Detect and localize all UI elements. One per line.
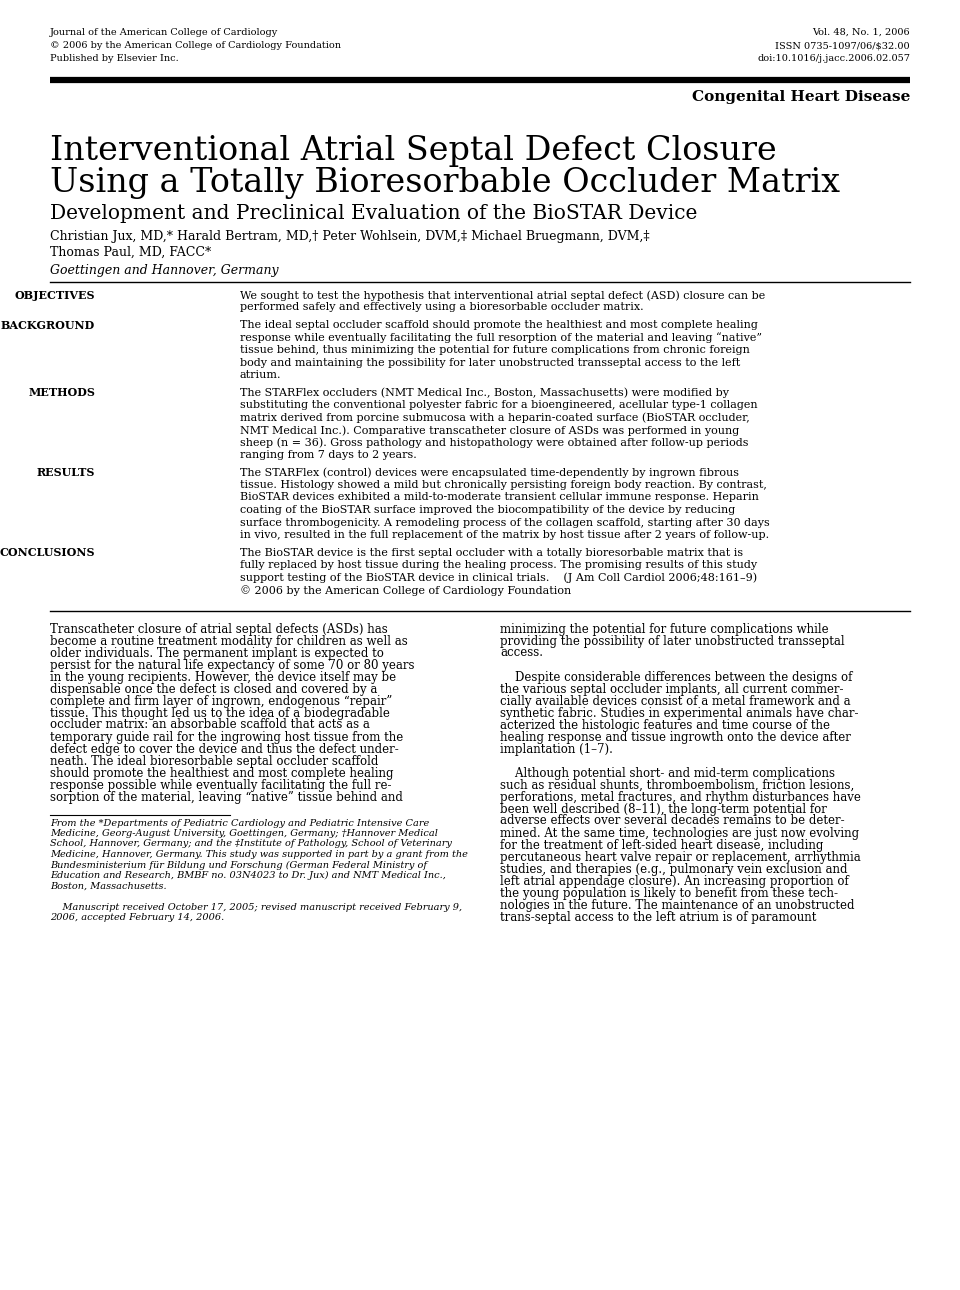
Text: From the *Departments of Pediatric Cardiology and Pediatric Intensive Care: From the *Departments of Pediatric Cardi… bbox=[50, 818, 429, 827]
Text: tissue. This thought led us to the idea of a biodegradable: tissue. This thought led us to the idea … bbox=[50, 707, 390, 720]
Text: healing response and tissue ingrowth onto the device after: healing response and tissue ingrowth ont… bbox=[500, 730, 851, 743]
Text: Despite considerable differences between the designs of: Despite considerable differences between… bbox=[500, 671, 852, 684]
Text: should promote the healthiest and most complete healing: should promote the healthiest and most c… bbox=[50, 766, 394, 779]
Text: The ideal septal occluder scaffold should promote the healthiest and most comple: The ideal septal occluder scaffold shoul… bbox=[240, 320, 757, 330]
Text: trans-septal access to the left atrium is of paramount: trans-septal access to the left atrium i… bbox=[500, 911, 816, 924]
Text: in vivo, resulted in the full replacement of the matrix by host tissue after 2 y: in vivo, resulted in the full replacemen… bbox=[240, 530, 769, 541]
Text: coating of the BioSTAR surface improved the biocompatibility of the device by re: coating of the BioSTAR surface improved … bbox=[240, 504, 735, 515]
Text: adverse effects over several decades remains to be deter-: adverse effects over several decades rem… bbox=[500, 814, 845, 827]
Text: Transcatheter closure of atrial septal defects (ASDs) has: Transcatheter closure of atrial septal d… bbox=[50, 623, 388, 636]
Text: left atrial appendage closure). An increasing proportion of: left atrial appendage closure). An incre… bbox=[500, 875, 849, 888]
Text: synthetic fabric. Studies in experimental animals have char-: synthetic fabric. Studies in experimenta… bbox=[500, 707, 858, 720]
Text: providing the possibility of later unobstructed transseptal: providing the possibility of later unobs… bbox=[500, 635, 845, 648]
Text: Thomas Paul, MD, FACC*: Thomas Paul, MD, FACC* bbox=[50, 246, 211, 259]
Text: © 2006 by the American College of Cardiology Foundation: © 2006 by the American College of Cardio… bbox=[50, 41, 341, 50]
Text: School, Hannover, Germany; and the ‡Institute of Pathology, School of Veterinary: School, Hannover, Germany; and the ‡Inst… bbox=[50, 840, 452, 849]
Text: Manuscript received October 17, 2005; revised manuscript received February 9,: Manuscript received October 17, 2005; re… bbox=[50, 903, 462, 912]
Text: support testing of the BioSTAR device in clinical trials.    (J Am Coll Cardiol : support testing of the BioSTAR device in… bbox=[240, 573, 757, 583]
Text: ranging from 7 days to 2 years.: ranging from 7 days to 2 years. bbox=[240, 450, 417, 461]
Text: Interventional Atrial Septal Defect Closure: Interventional Atrial Septal Defect Clos… bbox=[50, 135, 777, 166]
Text: substituting the conventional polyester fabric for a bioengineered, acellular ty: substituting the conventional polyester … bbox=[240, 400, 757, 410]
Text: The BioSTAR device is the first septal occluder with a totally bioresorbable mat: The BioSTAR device is the first septal o… bbox=[240, 547, 743, 557]
Text: performed safely and effectively using a bioresorbable occluder matrix.: performed safely and effectively using a… bbox=[240, 302, 643, 312]
Text: NMT Medical Inc.). Comparative transcatheter closure of ASDs was performed in yo: NMT Medical Inc.). Comparative transcath… bbox=[240, 424, 739, 436]
Text: cially available devices consist of a metal framework and a: cially available devices consist of a me… bbox=[500, 694, 851, 707]
Text: percutaneous heart valve repair or replacement, arrhythmia: percutaneous heart valve repair or repla… bbox=[500, 850, 861, 863]
Text: access.: access. bbox=[500, 646, 543, 659]
Text: BACKGROUND: BACKGROUND bbox=[1, 320, 95, 332]
Text: acterized the histologic features and time course of the: acterized the histologic features and ti… bbox=[500, 719, 830, 731]
Text: sorption of the material, leaving “native” tissue behind and: sorption of the material, leaving “nativ… bbox=[50, 791, 403, 804]
Text: doi:10.1016/j.jacc.2006.02.057: doi:10.1016/j.jacc.2006.02.057 bbox=[757, 54, 910, 63]
Text: minimizing the potential for future complications while: minimizing the potential for future comp… bbox=[500, 623, 828, 636]
Text: Medicine, Hannover, Germany. This study was supported in part by a grant from th: Medicine, Hannover, Germany. This study … bbox=[50, 850, 468, 859]
Text: perforations, metal fractures, and rhythm disturbances have: perforations, metal fractures, and rhyth… bbox=[500, 791, 861, 804]
Text: in the young recipients. However, the device itself may be: in the young recipients. However, the de… bbox=[50, 671, 396, 684]
Text: defect edge to cover the device and thus the defect under-: defect edge to cover the device and thus… bbox=[50, 743, 398, 756]
Text: temporary guide rail for the ingrowing host tissue from the: temporary guide rail for the ingrowing h… bbox=[50, 730, 403, 743]
Text: Development and Preclinical Evaluation of the BioSTAR Device: Development and Preclinical Evaluation o… bbox=[50, 204, 697, 223]
Text: Using a Totally Bioresorbable Occluder Matrix: Using a Totally Bioresorbable Occluder M… bbox=[50, 166, 840, 199]
Text: RESULTS: RESULTS bbox=[36, 467, 95, 479]
Text: response while eventually facilitating the full resorption of the material and l: response while eventually facilitating t… bbox=[240, 333, 762, 343]
Text: atrium.: atrium. bbox=[240, 370, 281, 381]
Text: become a routine treatment modality for children as well as: become a routine treatment modality for … bbox=[50, 635, 408, 648]
Text: Boston, Massachusetts.: Boston, Massachusetts. bbox=[50, 881, 167, 890]
Text: Although potential short- and mid-term complications: Although potential short- and mid-term c… bbox=[500, 766, 835, 779]
Text: The STARFlex (control) devices were encapsulated time-dependently by ingrown fib: The STARFlex (control) devices were enca… bbox=[240, 467, 739, 479]
Text: fully replaced by host tissue during the healing process. The promising results : fully replaced by host tissue during the… bbox=[240, 560, 757, 570]
Text: Medicine, Georg-August University, Goettingen, Germany; †Hannover Medical: Medicine, Georg-August University, Goett… bbox=[50, 829, 438, 838]
Text: METHODS: METHODS bbox=[28, 387, 95, 399]
Text: persist for the natural life expectancy of some 70 or 80 years: persist for the natural life expectancy … bbox=[50, 658, 415, 672]
Text: CONCLUSIONS: CONCLUSIONS bbox=[0, 547, 95, 559]
Text: Goettingen and Hannover, Germany: Goettingen and Hannover, Germany bbox=[50, 264, 278, 277]
Text: occluder matrix: an absorbable scaffold that acts as a: occluder matrix: an absorbable scaffold … bbox=[50, 719, 370, 731]
Text: tissue. Histology showed a mild but chronically persisting foreign body reaction: tissue. Histology showed a mild but chro… bbox=[240, 480, 767, 490]
Text: BioSTAR devices exhibited a mild-to-moderate transient cellular immune response.: BioSTAR devices exhibited a mild-to-mode… bbox=[240, 493, 758, 503]
Text: the young population is likely to benefit from these tech-: the young population is likely to benefi… bbox=[500, 886, 838, 899]
Text: Published by Elsevier Inc.: Published by Elsevier Inc. bbox=[50, 54, 179, 63]
Text: Congenital Heart Disease: Congenital Heart Disease bbox=[691, 90, 910, 104]
Text: tissue behind, thus minimizing the potential for future complications from chron: tissue behind, thus minimizing the poten… bbox=[240, 344, 750, 355]
Text: matrix derived from porcine submucosa with a heparin-coated surface (BioSTAR occ: matrix derived from porcine submucosa wi… bbox=[240, 413, 750, 423]
Text: response possible while eventually facilitating the full re-: response possible while eventually facil… bbox=[50, 778, 392, 792]
Text: neath. The ideal bioresorbable septal occluder scaffold: neath. The ideal bioresorbable septal oc… bbox=[50, 755, 378, 768]
Text: nologies in the future. The maintenance of an unobstructed: nologies in the future. The maintenance … bbox=[500, 899, 854, 912]
Text: the various septal occluder implants, all current commer-: the various septal occluder implants, al… bbox=[500, 682, 844, 695]
Text: sheep (n = 36). Gross pathology and histopathology were obtained after follow-up: sheep (n = 36). Gross pathology and hist… bbox=[240, 437, 749, 448]
Text: Journal of the American College of Cardiology: Journal of the American College of Cardi… bbox=[50, 28, 278, 37]
Text: studies, and therapies (e.g., pulmonary vein exclusion and: studies, and therapies (e.g., pulmonary … bbox=[500, 863, 848, 876]
Text: older individuals. The permanent implant is expected to: older individuals. The permanent implant… bbox=[50, 646, 384, 659]
Text: been well described (8–11), the long-term potential for: been well described (8–11), the long-ter… bbox=[500, 802, 827, 815]
Text: Vol. 48, No. 1, 2006: Vol. 48, No. 1, 2006 bbox=[812, 28, 910, 37]
Text: complete and firm layer of ingrown, endogenous “repair”: complete and firm layer of ingrown, endo… bbox=[50, 694, 393, 707]
Text: © 2006 by the American College of Cardiology Foundation: © 2006 by the American College of Cardio… bbox=[240, 584, 571, 596]
Text: implantation (1–7).: implantation (1–7). bbox=[500, 743, 612, 756]
Text: Bundesministerium für Bildung und Forschung (German Federal Ministry of: Bundesministerium für Bildung und Forsch… bbox=[50, 860, 427, 869]
Text: ISSN 0735-1097/06/$32.00: ISSN 0735-1097/06/$32.00 bbox=[776, 41, 910, 50]
Text: Education and Research, BMBF no. 03N4023 to Dr. Jux) and NMT Medical Inc.,: Education and Research, BMBF no. 03N4023… bbox=[50, 871, 445, 880]
Text: 2006, accepted February 14, 2006.: 2006, accepted February 14, 2006. bbox=[50, 913, 225, 922]
Text: The STARFlex occluders (NMT Medical Inc., Boston, Massachusetts) were modified b: The STARFlex occluders (NMT Medical Inc.… bbox=[240, 387, 729, 399]
Text: Christian Jux, MD,* Harald Bertram, MD,† Peter Wohlsein, DVM,‡ Michael Bruegmann: Christian Jux, MD,* Harald Bertram, MD,†… bbox=[50, 230, 650, 243]
Text: OBJECTIVES: OBJECTIVES bbox=[14, 290, 95, 301]
Text: body and maintaining the possibility for later unobstructed transseptal access t: body and maintaining the possibility for… bbox=[240, 357, 740, 368]
Text: We sought to test the hypothesis that interventional atrial septal defect (ASD) : We sought to test the hypothesis that in… bbox=[240, 290, 765, 301]
Text: dispensable once the defect is closed and covered by a: dispensable once the defect is closed an… bbox=[50, 682, 377, 695]
Text: for the treatment of left-sided heart disease, including: for the treatment of left-sided heart di… bbox=[500, 838, 824, 851]
Text: such as residual shunts, thromboembolism, friction lesions,: such as residual shunts, thromboembolism… bbox=[500, 778, 854, 792]
Text: mined. At the same time, technologies are just now evolving: mined. At the same time, technologies ar… bbox=[500, 827, 859, 840]
Text: surface thrombogenicity. A remodeling process of the collagen scaffold, starting: surface thrombogenicity. A remodeling pr… bbox=[240, 517, 770, 528]
